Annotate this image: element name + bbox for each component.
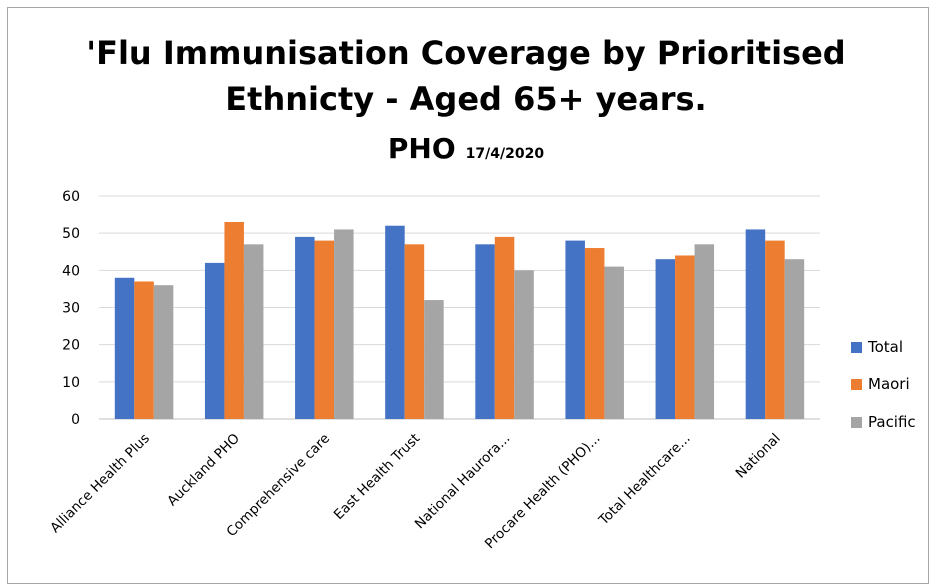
- legend-label: Maori: [868, 375, 910, 393]
- y-tick-label: 60: [62, 189, 80, 205]
- bar-total: [114, 277, 135, 419]
- bar-maori: [494, 236, 515, 419]
- bar-total: [745, 229, 766, 419]
- bar-pacific: [514, 270, 534, 419]
- bar-maori: [224, 222, 244, 419]
- legend-swatch: [851, 341, 862, 353]
- bar-maori: [404, 244, 425, 419]
- bar-total: [655, 259, 676, 419]
- chart-title-pho: PHO: [387, 132, 456, 165]
- bar-total: [565, 240, 585, 419]
- y-tick-label: 0: [71, 412, 80, 428]
- bar-maori: [584, 248, 605, 419]
- bar-pacific: [784, 259, 805, 419]
- x-tick-label: Alliance Health Plus: [47, 431, 153, 537]
- x-tick-label: Comprehensive care: [224, 431, 334, 541]
- bar-total: [385, 225, 405, 419]
- bar-total: [204, 262, 225, 419]
- legend-label: Total: [868, 338, 904, 356]
- bar-pacific: [153, 285, 174, 419]
- bar-pacific: [604, 266, 624, 419]
- bar-pacific: [243, 244, 264, 419]
- chart-title-line-3: PHO 17/4/2020: [0, 132, 932, 165]
- chart-title-line-1: 'Flu Immunisation Coverage by Prioritise…: [86, 34, 846, 72]
- legend-item-pacific: Pacific: [851, 413, 916, 431]
- y-tick-label: 20: [62, 338, 80, 354]
- x-tick-label: National: [733, 431, 784, 482]
- legend-label: Pacific: [868, 413, 916, 431]
- y-tick-label: 40: [62, 263, 80, 279]
- x-tick-label: Auckland PHO: [164, 431, 243, 510]
- bar-pacific: [694, 244, 715, 419]
- y-tick-label: 30: [62, 301, 80, 317]
- bar-total: [295, 236, 315, 419]
- legend-swatch: [851, 416, 862, 428]
- y-tick-label: 50: [62, 226, 80, 242]
- y-tick-label: 10: [62, 375, 80, 391]
- x-tick-label: Total Healthcare...: [595, 431, 693, 529]
- bar-pacific: [424, 300, 444, 419]
- bar-maori: [675, 255, 695, 419]
- bar-maori: [765, 240, 785, 419]
- bar-maori: [134, 281, 154, 419]
- chart-title-line-2: Ethnicty - Aged 65+ years.: [225, 80, 707, 118]
- x-tick-label: East Health Trust: [331, 431, 423, 523]
- legend-item-total: Total: [851, 338, 903, 356]
- legend-swatch: [851, 378, 862, 390]
- chart-date: 17/4/2020: [465, 146, 545, 162]
- bar-maori: [314, 240, 335, 419]
- bar-pacific: [334, 229, 354, 419]
- bar-total: [475, 244, 495, 419]
- x-tick-label: National Haurora...: [412, 431, 514, 533]
- legend-item-maori: Maori: [851, 375, 910, 393]
